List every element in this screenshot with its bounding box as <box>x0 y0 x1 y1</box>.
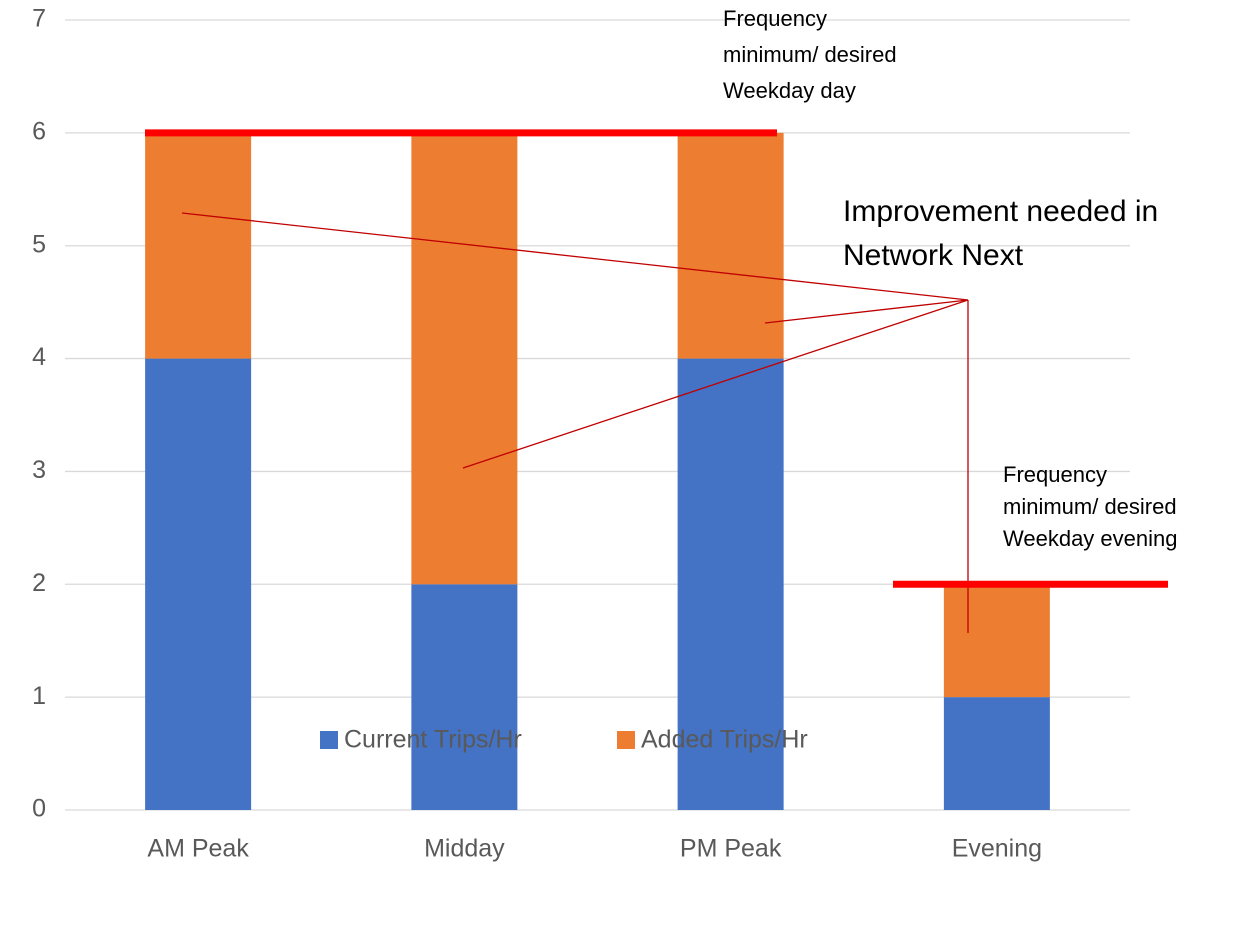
leader-line <box>764 299 969 324</box>
y-tick-label: 6 <box>32 117 46 145</box>
legend-label: Added Trips/Hr <box>641 726 808 754</box>
x-tick-label: PM Peak <box>680 835 782 863</box>
bar-segment <box>411 132 518 585</box>
y-tick-label: 0 <box>32 795 46 823</box>
y-tick-label: 4 <box>32 343 46 371</box>
reference-label: Frequency <box>1003 462 1107 487</box>
annotation-leaders <box>181 212 969 633</box>
bar-segment <box>411 584 518 810</box>
bar-segment <box>943 697 1050 810</box>
x-tick-label: AM Peak <box>147 835 249 863</box>
annotation: Network Next <box>843 239 1024 272</box>
reference-label: Frequency <box>723 6 827 31</box>
legend-swatch <box>320 731 338 749</box>
x-tick-label: Midday <box>424 835 505 863</box>
x-tick-label: Evening <box>952 835 1042 863</box>
reference-label: Weekday evening <box>1003 526 1178 551</box>
y-tick-label: 1 <box>32 682 46 710</box>
bar-segment <box>145 358 252 810</box>
reference-label: minimum/ desired <box>723 42 897 67</box>
bar-segment <box>145 132 252 359</box>
annotation: Improvement needed in <box>843 195 1158 228</box>
y-tick-label: 5 <box>32 230 46 258</box>
reference-label: minimum/ desired <box>1003 494 1177 519</box>
leader-line <box>181 212 969 301</box>
bar-segment <box>677 132 784 359</box>
y-tick-label: 3 <box>32 456 46 484</box>
leader-line <box>462 299 969 469</box>
bar-segment <box>943 584 1050 698</box>
y-tick-label: 7 <box>32 5 46 33</box>
y-tick-label: 2 <box>32 569 46 597</box>
bar-segment <box>677 358 784 810</box>
reference-label: Weekday day <box>723 78 856 103</box>
legend-swatch <box>617 731 635 749</box>
legend-label: Current Trips/Hr <box>344 726 522 754</box>
